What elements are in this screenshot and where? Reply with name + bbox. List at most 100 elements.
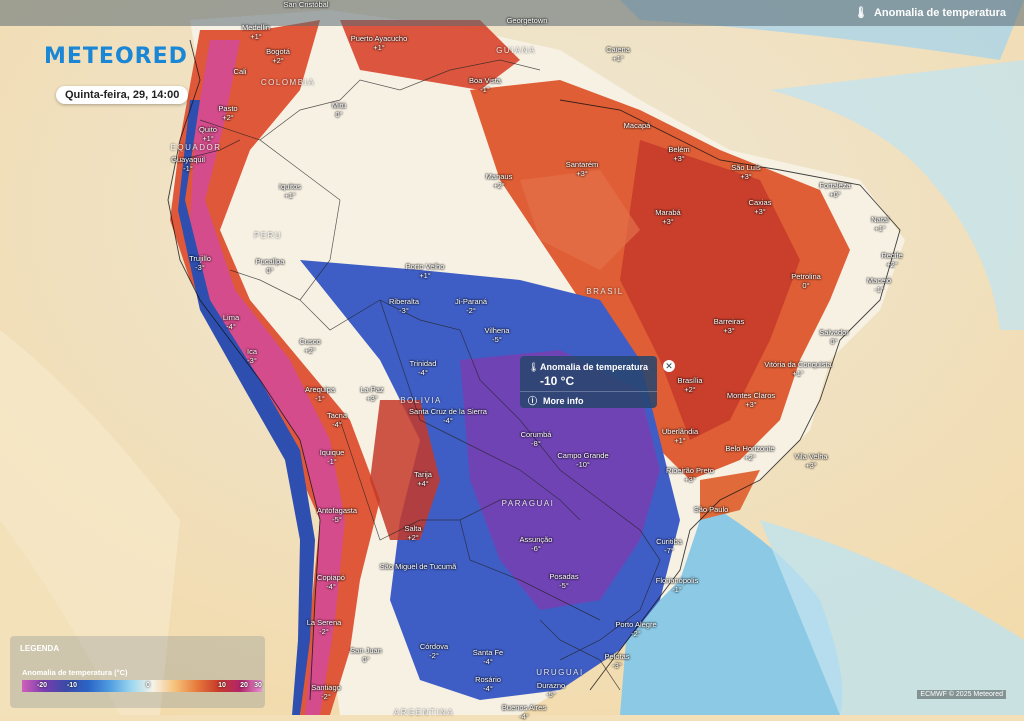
city-name: Belo Horizonte (725, 444, 775, 453)
city-name: Porto Velho (405, 262, 445, 271)
city-label[interactable]: Durazno -5° (537, 681, 565, 699)
city-label[interactable]: Mitú 0° (332, 101, 346, 119)
legend-tick: 30 (254, 682, 262, 689)
city-label[interactable]: Iquitos +1° (279, 182, 301, 200)
city-label[interactable]: Montes Claros +3° (727, 391, 775, 409)
city-anomaly-value: -2° (429, 651, 439, 660)
city-label[interactable]: Pasto +2° (218, 104, 237, 122)
meteored-logo[interactable]: METEORED (44, 44, 188, 69)
city-label[interactable]: Georgetown (507, 16, 548, 25)
city-label[interactable]: Caxias +3° (749, 198, 772, 216)
city-label[interactable]: Curitiba -7° (656, 537, 682, 555)
city-label[interactable]: Tarija +4° (414, 470, 432, 488)
city-label[interactable]: Fortaleza +0° (819, 181, 850, 199)
city-label[interactable]: Marabá +3° (655, 208, 680, 226)
city-label[interactable]: Campo Grande -10° (557, 451, 608, 469)
city-label[interactable]: Trinidad -4° (410, 359, 437, 377)
city-label[interactable]: Brasília +2° (677, 376, 702, 394)
thermometer-icon: 🌡 (528, 362, 540, 372)
city-label[interactable]: Natal +1° (871, 215, 889, 233)
city-label[interactable]: Iquique -1° (320, 448, 345, 466)
city-name: Macapá (623, 121, 651, 130)
city-label[interactable]: La Serena -2° (307, 618, 342, 636)
city-label[interactable]: Lima -4° (223, 313, 239, 331)
city-label[interactable]: Buenos Aires -4° (502, 703, 546, 721)
city-anomaly-value: -3° (612, 661, 622, 670)
city-label[interactable]: Pucallpa 0° (256, 257, 285, 275)
city-label[interactable]: Arequipa -1° (305, 385, 335, 403)
city-label[interactable]: Medellin +1° (242, 23, 270, 41)
city-anomaly-value: 0° (266, 266, 274, 275)
city-label[interactable]: Assunção -6° (520, 535, 553, 553)
legend-panel[interactable]: LEGENDA Anomalia de temperatura (°C) -20… (10, 636, 265, 708)
city-label[interactable]: Corumbá -8° (521, 430, 552, 448)
city-label[interactable]: Maceió -1° (867, 276, 891, 294)
city-anomaly-value: +1° (874, 224, 886, 233)
city-label[interactable]: Manaus +2° (486, 172, 513, 190)
city-label[interactable]: Boa Vista -1° (469, 76, 501, 94)
city-label[interactable]: Guayaquil -1° (171, 155, 205, 173)
city-name: Curitiba (656, 537, 682, 546)
city-label[interactable]: Recife +2° (881, 251, 902, 269)
city-label[interactable]: Tacna -4° (327, 411, 347, 429)
city-label[interactable]: Porto Alegre -2° (615, 620, 656, 638)
city-anomaly-value: +3° (366, 394, 378, 403)
city-label[interactable]: Córdova -2° (420, 642, 448, 660)
city-anomaly-value: -1° (183, 164, 193, 173)
city-anomaly-value: +3° (740, 172, 752, 181)
city-name: Tarija (414, 470, 432, 479)
city-label[interactable]: Rosário -4° (475, 675, 501, 693)
city-label[interactable]: Vitória da Conquista +1° (764, 360, 831, 378)
city-label[interactable]: San Cristóbal (283, 0, 328, 9)
city-name: Quito (199, 125, 217, 134)
city-label[interactable]: Porto Velho +1° (406, 262, 445, 280)
city-label[interactable]: Santarém +3° (566, 160, 599, 178)
city-label[interactable]: Santa Fe -4° (473, 648, 503, 666)
city-label[interactable]: Florianópolis -1° (656, 576, 699, 594)
city-name: Arequipa (304, 385, 336, 394)
city-anomaly-value: +2° (304, 346, 316, 355)
city-label[interactable]: Belo Horizonte +2° (725, 444, 774, 462)
city-label[interactable]: Ribeirão Preto +3° (666, 466, 714, 484)
city-label[interactable]: Cali (234, 67, 247, 76)
city-label[interactable]: Pelotas -3° (604, 652, 629, 670)
city-label[interactable]: Copiapó -4° (317, 573, 345, 591)
city-name: Córdova (419, 642, 449, 651)
city-label[interactable]: Uberlândia +1° (662, 427, 698, 445)
city-anomaly-value: 0° (830, 337, 838, 346)
more-info-button[interactable]: ⓘ More info (528, 394, 584, 407)
city-label[interactable]: Macapá (624, 121, 651, 130)
city-label[interactable]: Belém +3° (668, 145, 689, 163)
city-label[interactable]: Posadas -5° (549, 572, 578, 590)
layer-title[interactable]: 🌡 Anomalia de temperatura (854, 6, 1006, 20)
popup-close-button[interactable]: ✕ (663, 360, 675, 372)
city-label[interactable]: Ji-Paraná -2° (455, 297, 487, 315)
country-label: URUGUAI (536, 668, 584, 677)
city-label[interactable]: Ica -3° (247, 347, 257, 365)
city-label[interactable]: San Juan 0° (350, 646, 382, 664)
city-label[interactable]: Riberalta -3° (389, 297, 419, 315)
city-label[interactable]: Salvador 0° (819, 328, 849, 346)
city-label[interactable]: Cusco +2° (299, 337, 320, 355)
city-label[interactable]: Barreiras +3° (714, 317, 744, 335)
city-label[interactable]: Antofagasta -5° (317, 506, 357, 524)
city-anomaly-value: -4° (418, 368, 428, 377)
city-label[interactable]: Puerto Ayacucho +1° (351, 34, 408, 52)
city-label[interactable]: São Miguel de Tucumã (380, 562, 457, 571)
city-label[interactable]: Salta +2° (404, 524, 421, 542)
city-label[interactable]: Vila Velha +3° (794, 452, 827, 470)
city-label[interactable]: La Paz +3° (360, 385, 383, 403)
city-label[interactable]: Santa Cruz de la Sierra -4° (409, 407, 487, 425)
city-label[interactable]: Trujillo -3° (189, 254, 211, 272)
city-label[interactable]: São Paulo (694, 505, 729, 514)
city-anomaly-value: +1° (284, 191, 296, 200)
city-label[interactable]: Caiena +1° (606, 45, 630, 63)
city-label[interactable]: Quito +1° (199, 125, 217, 143)
city-label[interactable]: Bogotá +2° (266, 47, 290, 65)
city-label[interactable]: Santiago -2° (311, 683, 341, 701)
city-label[interactable]: São Luís +3° (731, 163, 761, 181)
city-label[interactable]: Vilhena -5° (485, 326, 510, 344)
city-label[interactable]: Petrolina 0° (791, 272, 821, 290)
city-name: São Miguel de Tucumã (379, 562, 457, 571)
